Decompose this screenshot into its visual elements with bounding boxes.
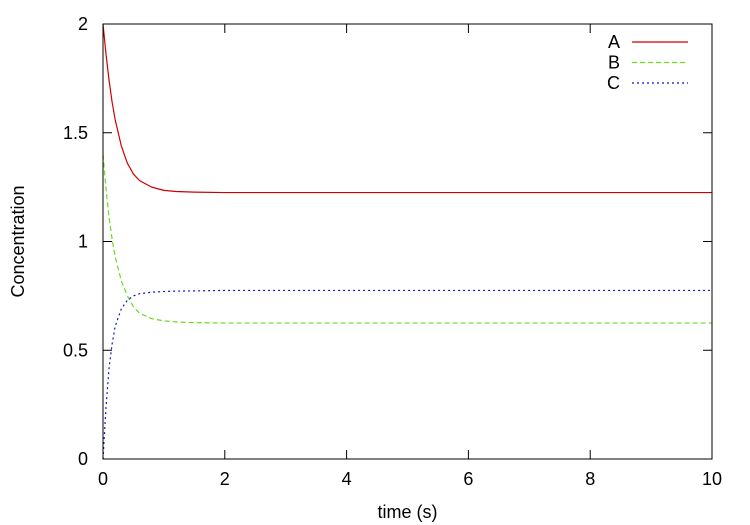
y-axis-label: Concentration <box>8 185 28 297</box>
x-tick-label: 6 <box>463 469 473 489</box>
y-tick-label: 0 <box>78 449 88 469</box>
legend-label-a: A <box>608 32 620 52</box>
x-tick-label: 10 <box>702 469 722 489</box>
y-tick-label: 1.5 <box>63 123 88 143</box>
x-axis-label: time (s) <box>378 502 438 522</box>
x-tick-label: 8 <box>585 469 595 489</box>
x-tick-label: 0 <box>98 469 108 489</box>
series-line-a <box>102 23 712 194</box>
y-tick-label: 0.5 <box>63 340 88 360</box>
x-tick-label: 2 <box>220 469 230 489</box>
legend: ABC <box>607 32 688 93</box>
series-line-c <box>102 289 712 460</box>
legend-label-c: C <box>607 73 620 93</box>
legend-label-b: B <box>608 53 620 73</box>
y-tick-label: 2 <box>78 14 88 34</box>
series-layer <box>102 23 712 460</box>
y-tick-label: 1 <box>78 232 88 252</box>
plot-frame <box>102 23 713 460</box>
x-tick-label: 4 <box>342 469 352 489</box>
